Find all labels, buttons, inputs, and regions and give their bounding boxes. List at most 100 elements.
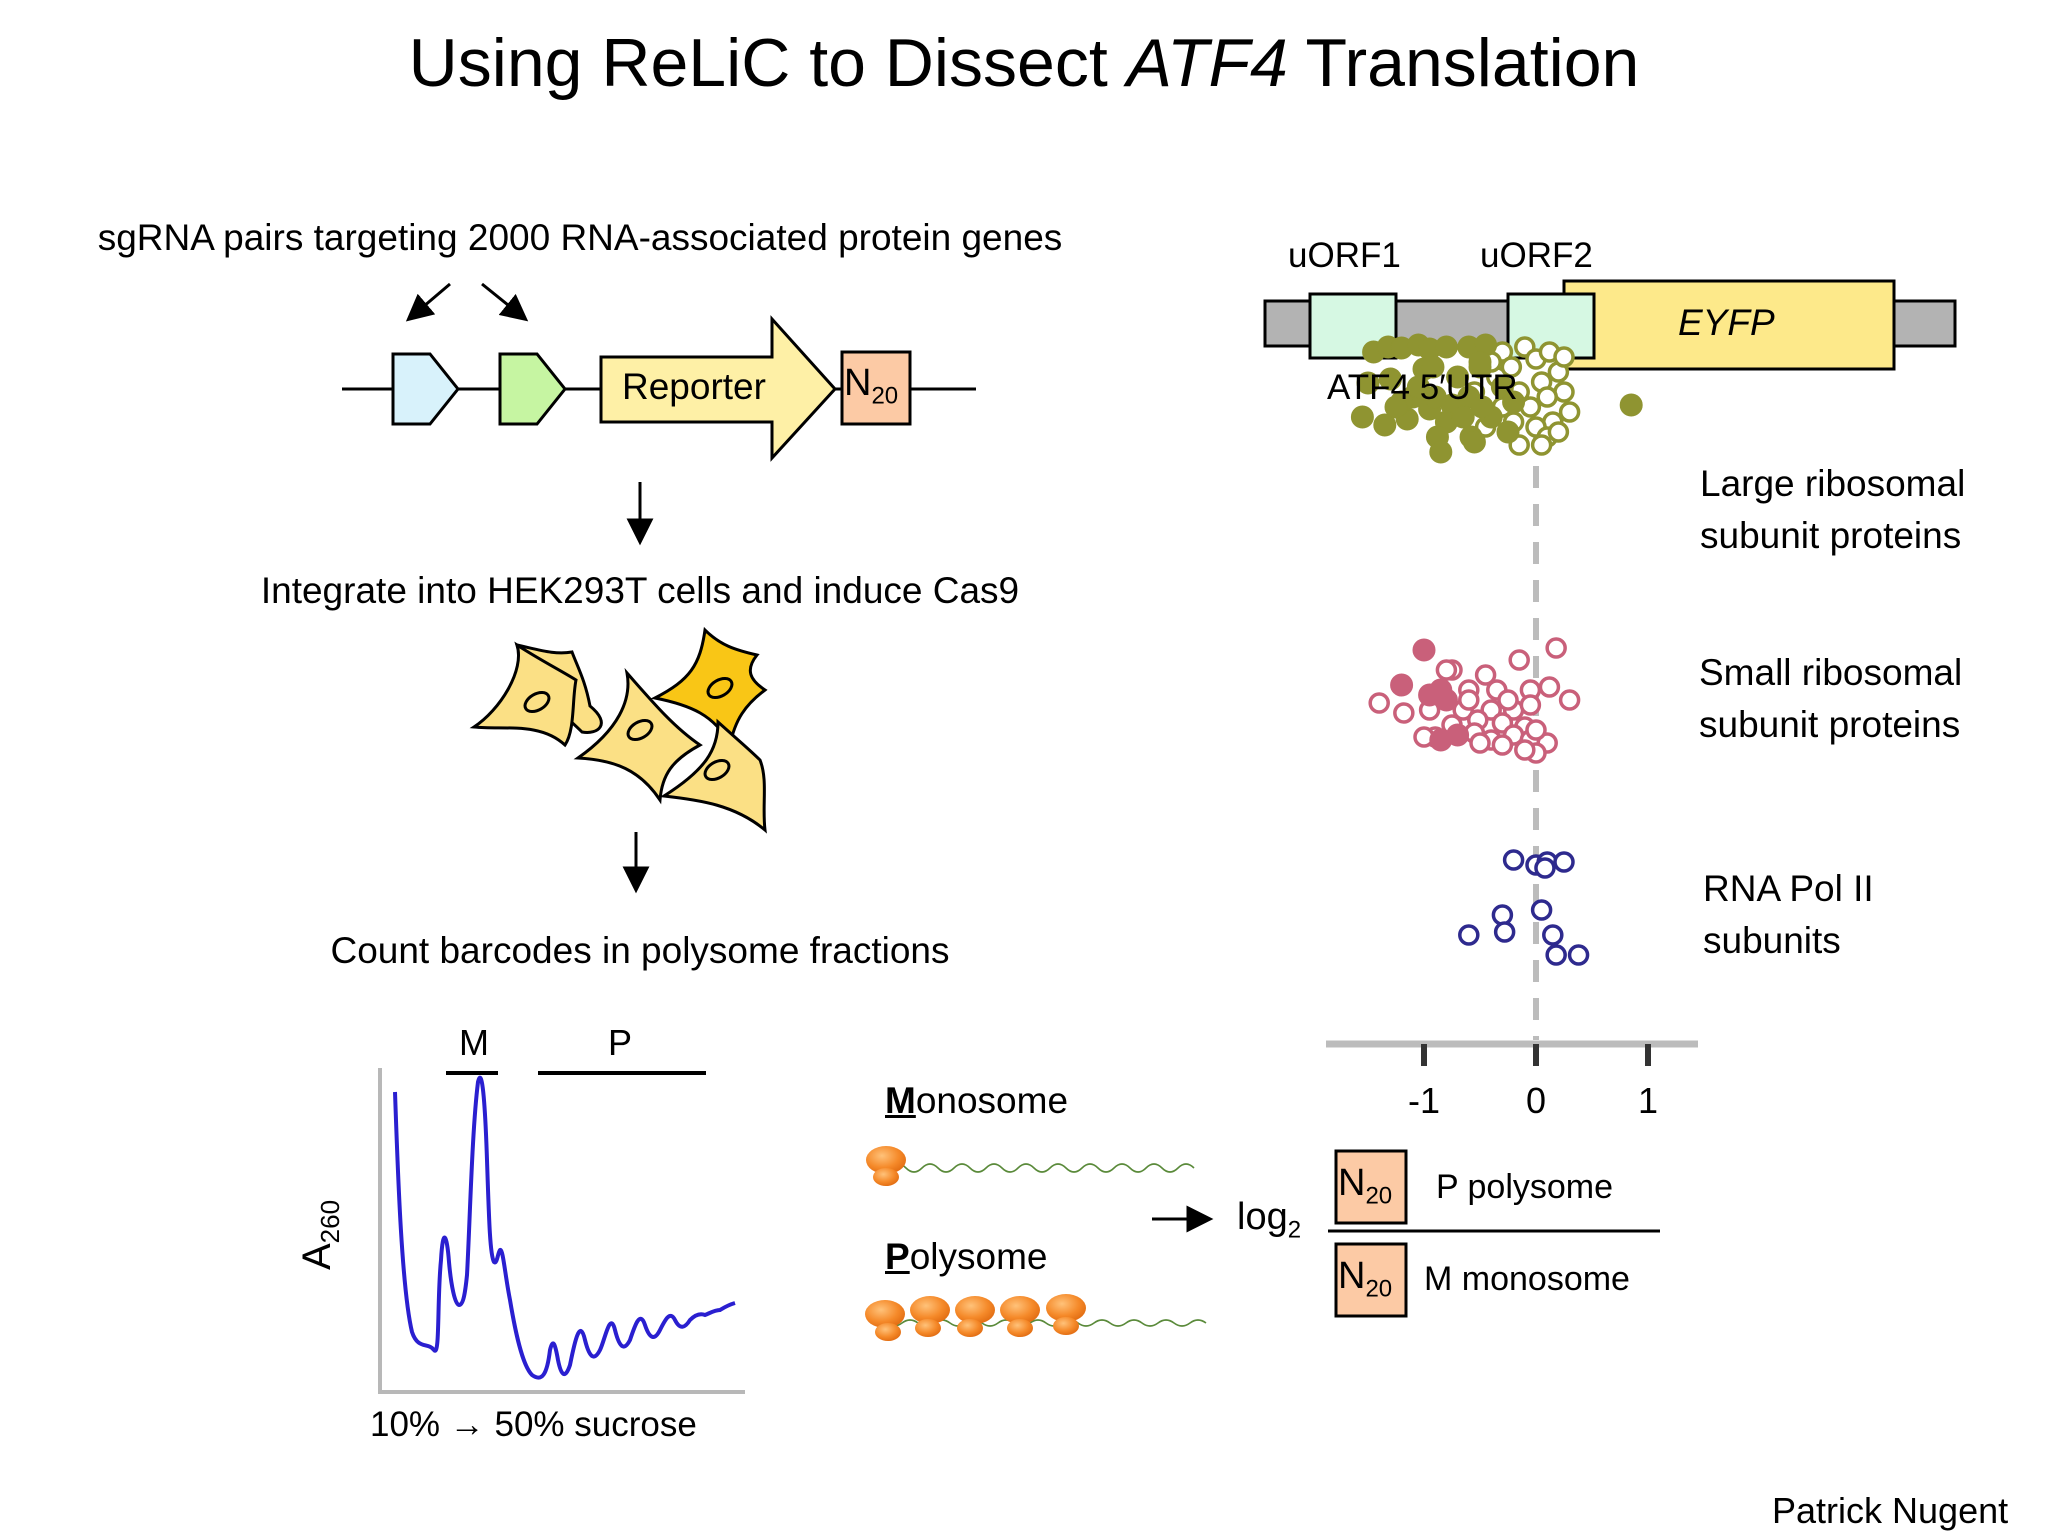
scatter-point-open: [1502, 849, 1525, 871]
scatter-point-filled: [1418, 683, 1442, 707]
reporter-label: Reporter: [622, 366, 766, 407]
step-library: sgRNA pairs targeting 2000 RNA-associate…: [97, 217, 1063, 258]
pol2-label-1: RNA Pol II: [1703, 868, 1874, 909]
profile-axes: [378, 1068, 745, 1394]
sgrna-cassette-1: [391, 352, 460, 426]
small-subunit-label-1: Small ribosomal: [1699, 652, 1963, 693]
scatter-point-filled: [1350, 405, 1374, 429]
scatter-point-open: [1497, 689, 1519, 711]
numerator-barcode-box: [1334, 1149, 1408, 1225]
scatter-point-filled: [1378, 367, 1402, 391]
x-tick-label: 0: [1525, 1080, 1547, 1121]
scatter-point-filled: [1373, 413, 1397, 437]
scatter-point-open: [1534, 857, 1556, 879]
scatter-ticks: [1421, 1044, 1651, 1066]
scatter-point-open: [1458, 924, 1480, 946]
scatter-point-open: [1435, 659, 1458, 681]
scatter-point-filled: [1356, 371, 1380, 395]
step-integrate: Integrate into HEK293T cells and induce …: [260, 570, 1020, 611]
monosome-icon: [866, 1146, 1195, 1186]
scatter-point-open: [1393, 702, 1415, 724]
polysome-icon: [865, 1294, 1207, 1341]
numerator-label: P polysome: [1436, 1168, 1614, 1206]
scatter-point-filled: [1412, 638, 1436, 662]
scatter-point-filled: [1462, 430, 1486, 454]
credit: Patrick Nugent: [1772, 1490, 2009, 1531]
scatter-point-open: [1519, 694, 1542, 716]
scatter-point-open: [1558, 401, 1581, 423]
barcode-box: [840, 350, 912, 426]
scatter-point-open: [1368, 692, 1390, 714]
scatter-point-open: [1500, 356, 1523, 378]
scatter-point-filled: [1451, 405, 1475, 429]
sgrna-cassette-2: [498, 352, 567, 426]
polysome-label: Polysome: [885, 1236, 1048, 1277]
denominator-barcode-box: [1334, 1242, 1408, 1318]
scatter-point-filled: [1619, 393, 1643, 417]
scatter-point-open: [1530, 899, 1553, 921]
step-count: Count barcodes in polysome fractions: [330, 930, 950, 971]
reporter-construct: [342, 315, 976, 462]
polysome-mark: P: [608, 1022, 633, 1063]
scatter-point-open: [1469, 732, 1491, 754]
small-subunit-label-2: subunit proteins: [1699, 704, 1961, 745]
large-subunit-label-2: subunit proteins: [1700, 515, 1962, 556]
polysome-profile: [378, 1068, 745, 1394]
scatter-point-open: [1545, 637, 1567, 659]
scatter-point-open: [1538, 676, 1561, 698]
scatter-point-filled: [1496, 420, 1520, 444]
numerator-barcode: N20: [1338, 1162, 1393, 1210]
formula-log: log2: [1237, 1196, 1302, 1244]
scatter-point-open: [1536, 386, 1558, 408]
scatter-point-open: [1458, 689, 1480, 711]
uorf1-label: uORF1: [1288, 236, 1401, 275]
x-tick-label: 1: [1637, 1080, 1659, 1121]
scatter-point-open: [1530, 434, 1553, 456]
scatter-point-filled: [1429, 440, 1453, 464]
reporter-arrow: [599, 315, 838, 462]
scatter-point-filled: [1423, 385, 1447, 409]
scatter-point-open: [1542, 924, 1564, 946]
barcode-label: N20: [844, 362, 899, 410]
profile-trace: [393, 1075, 736, 1380]
scatter-point-filled: [1434, 335, 1458, 359]
scatter-point-filled: [1421, 355, 1445, 379]
pol2-label-2: subunits: [1703, 920, 1841, 961]
hek293t-cells: [469, 626, 768, 834]
scatter-point-filled: [1390, 673, 1414, 697]
denominator-label: M monosome: [1424, 1260, 1630, 1298]
profile-x-label: 10% → 50% sucrose: [370, 1405, 697, 1444]
scatter-point-open: [1525, 719, 1547, 741]
scatter-point-filled: [1406, 375, 1430, 399]
scatter-point-filled: [1429, 728, 1453, 752]
scatter-point-filled: [1384, 395, 1408, 419]
arrow-left: [405, 282, 451, 322]
profile-y-label: A260: [295, 1199, 345, 1270]
scatter-point-open: [1474, 664, 1497, 686]
scatter-point-open: [1547, 421, 1570, 443]
utr-label: ATF4 5′UTR: [1327, 368, 1518, 407]
scatter-point-open: [1514, 739, 1536, 761]
scatter-point-filled: [1468, 350, 1492, 374]
scatter-point-filled: [1502, 390, 1526, 414]
scatter-point-open: [1553, 346, 1575, 368]
scatter-point-open: [1491, 904, 1514, 926]
denominator-barcode: N20: [1338, 1255, 1393, 1303]
scatter-point-open: [1545, 944, 1567, 966]
large-subunit-label-1: Large ribosomal: [1700, 463, 1966, 504]
x-tick-label: -1: [1407, 1080, 1440, 1121]
title-gene: ATF4: [1126, 25, 1288, 101]
scatter-point-filled: [1470, 395, 1494, 419]
arrow-right: [481, 282, 529, 322]
scatter-point-open: [1567, 944, 1590, 966]
monosome-mark: M: [459, 1022, 489, 1063]
scatter-point-open: [1558, 689, 1581, 711]
scatter-point-open: [1508, 649, 1530, 671]
eyfp-label: EYFP: [1678, 302, 1775, 343]
scatter-point-open: [1493, 921, 1516, 943]
scatter-point-open: [1553, 851, 1575, 873]
monosome-label: Monosome: [885, 1080, 1069, 1121]
scatter-point-filled: [1446, 365, 1470, 389]
scatter-points: [1350, 333, 1643, 966]
